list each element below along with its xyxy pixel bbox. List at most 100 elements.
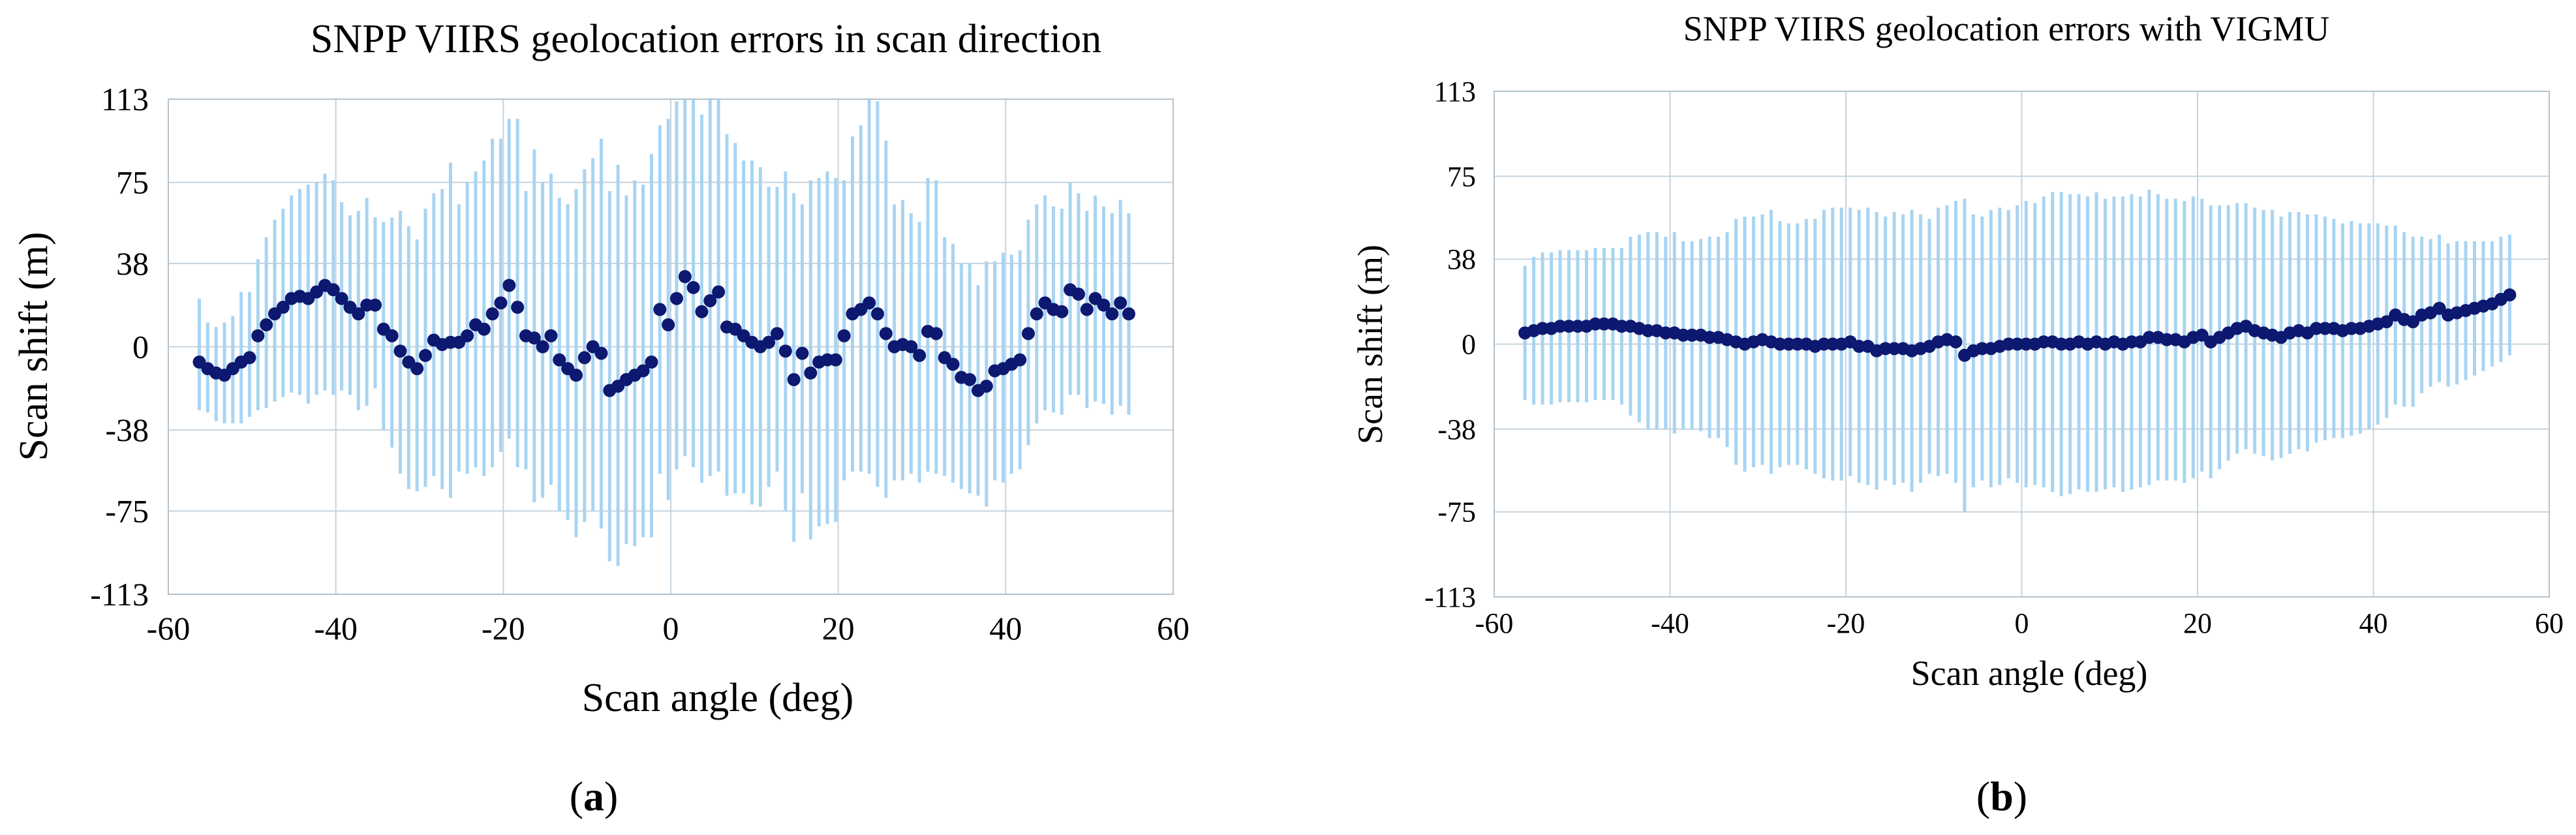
y-tick-label-a: 113 xyxy=(101,81,149,117)
data-point-a xyxy=(569,369,583,382)
data-point-a xyxy=(1013,353,1027,367)
data-point-a xyxy=(536,340,549,354)
y-tick-label-a: -38 xyxy=(105,412,149,448)
chart-title-a: SNPP VIIRS geolocation errors in scan di… xyxy=(311,17,1101,61)
data-point-a xyxy=(243,351,256,365)
x-tick-labels-a: -60 -40 -20 0 20 40 60 xyxy=(147,610,1189,646)
data-point-a xyxy=(770,327,784,341)
data-point-a xyxy=(418,348,432,362)
x-tick-label-b: 60 xyxy=(2535,607,2564,639)
data-point-a xyxy=(494,296,508,310)
grid-a xyxy=(168,99,1174,595)
data-point-a xyxy=(368,298,382,312)
data-point-a xyxy=(1021,327,1035,341)
chart-title-b: SNPP VIIRS geolocation errors with VIGMU xyxy=(1683,9,2329,48)
y-tick-labels-b: -113 -75 -38 0 38 75 113 xyxy=(1424,76,1476,613)
x-tick-label-b: 40 xyxy=(2359,607,2388,639)
data-point-a xyxy=(594,346,608,360)
data-point-a xyxy=(804,366,818,380)
data-point-a xyxy=(929,327,943,341)
data-point-a xyxy=(276,301,290,314)
data-point-a xyxy=(829,353,842,367)
data-point-a xyxy=(913,348,927,362)
y-tick-label-b: 75 xyxy=(1447,160,1476,192)
data-point-a xyxy=(385,329,399,342)
data-point-a xyxy=(577,351,591,365)
data-point-a xyxy=(686,281,700,294)
data-point-a xyxy=(553,353,566,367)
data-point-a xyxy=(335,292,348,305)
data-point-a xyxy=(963,372,977,386)
data-point-b xyxy=(2503,288,2517,302)
x-tick-label-a: 20 xyxy=(822,610,855,646)
x-tick-labels-b: -60 -40 -20 0 20 40 60 xyxy=(1475,607,2564,639)
data-point-a xyxy=(544,329,558,342)
panel-label-a: (a) xyxy=(570,773,619,819)
data-point-a xyxy=(946,357,960,371)
data-point-a xyxy=(837,329,851,342)
data-point-a xyxy=(477,322,491,336)
data-point-a xyxy=(863,296,876,310)
y-tick-label-b: -38 xyxy=(1437,414,1476,446)
x-tick-label-b: -60 xyxy=(1475,607,1514,639)
data-point-a xyxy=(879,327,893,341)
data-point-a xyxy=(1071,287,1085,301)
data-point-a xyxy=(511,301,525,314)
x-tick-label-a: 0 xyxy=(663,610,679,646)
error-bars-b xyxy=(1523,189,2511,512)
x-tick-label-a: -40 xyxy=(314,610,358,646)
data-point-a xyxy=(678,270,692,284)
y-tick-label-b: -75 xyxy=(1437,496,1476,528)
data-point-b xyxy=(1949,335,1963,349)
data-point-a xyxy=(904,340,918,354)
y-tick-label-b: 113 xyxy=(1434,76,1476,108)
x-tick-label-a: 60 xyxy=(1157,610,1189,646)
data-point-a xyxy=(979,379,993,393)
data-point-a xyxy=(461,329,474,342)
data-point-a xyxy=(485,307,499,321)
data-point-a xyxy=(1122,307,1135,321)
data-point-a xyxy=(669,292,683,305)
data-point-a xyxy=(787,372,801,386)
x-tick-label-b: 0 xyxy=(2015,607,2029,639)
data-point-a xyxy=(653,303,667,316)
data-point-a xyxy=(762,335,776,349)
data-point-a xyxy=(393,344,407,358)
data-point-a xyxy=(527,331,541,345)
x-axis-label-b: Scan angle (deg) xyxy=(1911,654,2148,693)
data-point-a xyxy=(703,294,717,307)
data-point-a xyxy=(795,346,809,360)
data-points-b xyxy=(1518,288,2517,362)
data-point-a xyxy=(645,356,658,369)
x-tick-label-a: -60 xyxy=(147,610,191,646)
plot-frame-b xyxy=(1494,91,2550,598)
y-tick-label-a: -75 xyxy=(105,493,149,529)
data-point-a xyxy=(778,344,792,358)
chart-panel-b: SNPP VIIRS geolocation errors with VIGMU… xyxy=(1351,9,2564,819)
y-tick-label-a: 75 xyxy=(116,164,149,201)
data-point-a xyxy=(410,362,424,376)
plot-frame-a xyxy=(168,99,1174,595)
y-tick-label-a: 0 xyxy=(132,329,149,365)
data-point-a xyxy=(1097,298,1111,312)
data-point-a xyxy=(1080,303,1094,316)
y-tick-label-b: -113 xyxy=(1424,581,1476,613)
error-bars-a xyxy=(197,99,1131,566)
data-point-a xyxy=(1055,305,1069,318)
data-point-a xyxy=(326,283,340,297)
data-point-a xyxy=(502,279,516,292)
y-tick-labels-a: -113 -75 -38 0 38 75 113 xyxy=(90,81,149,613)
data-point-a xyxy=(1114,296,1127,310)
x-tick-label-b: -40 xyxy=(1651,607,1689,639)
y-tick-label-b: 0 xyxy=(1462,328,1476,360)
data-point-a xyxy=(1030,307,1043,321)
data-points-a xyxy=(192,270,1135,397)
x-tick-label-a: 40 xyxy=(989,610,1022,646)
x-tick-label-b: 20 xyxy=(2183,607,2212,639)
data-point-a xyxy=(662,318,675,331)
x-axis-label-a: Scan angle (deg) xyxy=(582,676,854,720)
data-point-a xyxy=(712,285,726,299)
panel-label-b: (b) xyxy=(1976,773,2027,819)
data-point-a xyxy=(1105,307,1119,321)
